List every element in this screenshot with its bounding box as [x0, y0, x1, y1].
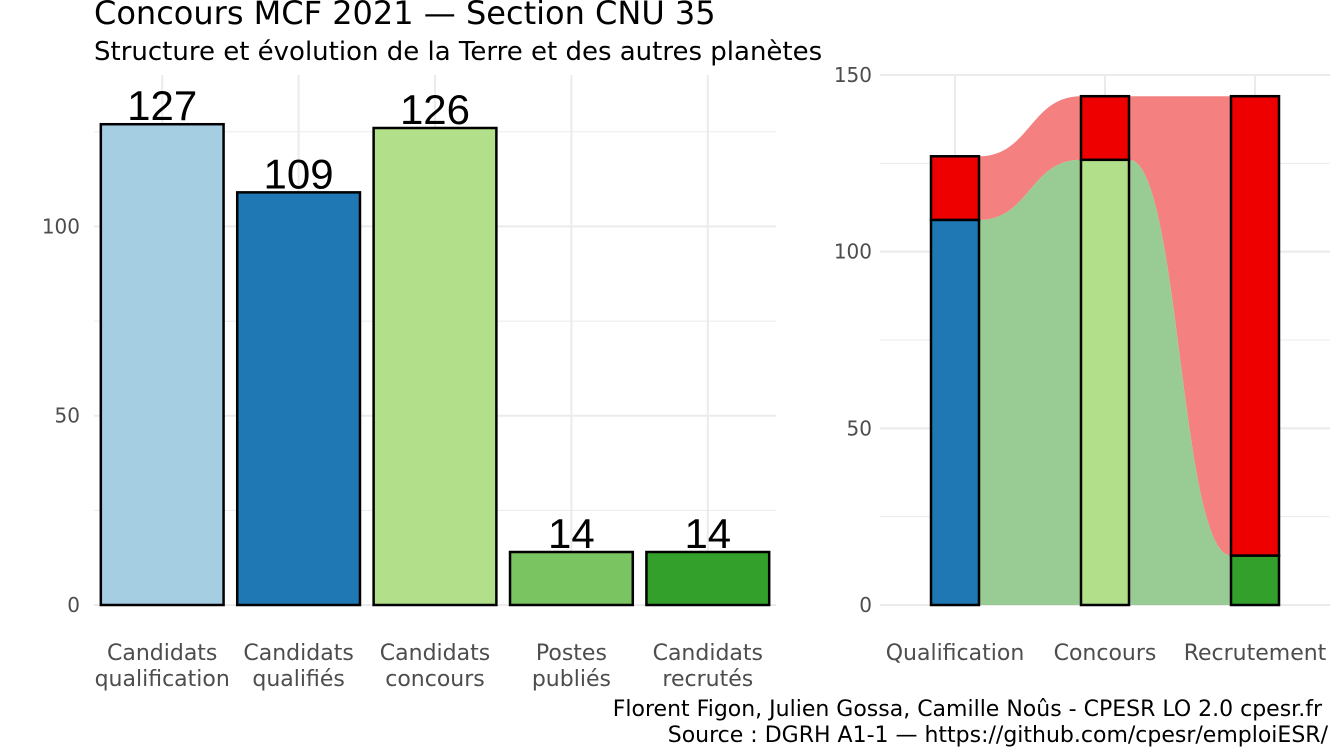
stacked-bar-lower	[1079, 158, 1131, 607]
x-tick-label: Candidats	[380, 641, 490, 666]
left-bar-chart: 050100127Candidatsqualification109Candid…	[42, 75, 776, 692]
stacked-bar-lower	[929, 218, 981, 607]
flow-band-green	[1129, 159, 1231, 606]
chart-title: Concours MCF 2021 — Section CNU 35	[94, 0, 716, 32]
bar	[235, 191, 362, 607]
x-tick-label: qualification	[95, 667, 230, 692]
stacked-bar-lower	[1229, 554, 1281, 607]
flow-band-green	[979, 159, 1081, 606]
x-tick-label: qualifiés	[252, 667, 344, 692]
bar-value-label: 109	[264, 150, 334, 197]
x-tick-label: Postes	[536, 641, 607, 666]
bar	[645, 550, 771, 607]
x-tick-label: Candidats	[107, 641, 217, 666]
y-tick-label: 0	[859, 593, 872, 617]
x-tick-label: publiés	[532, 667, 611, 692]
bar	[508, 550, 635, 607]
stacked-bar-upper	[929, 155, 981, 222]
x-tick-label: Qualification	[886, 641, 1025, 666]
y-tick-label: 100	[42, 214, 80, 238]
y-tick-label: 0	[67, 593, 80, 617]
right-flow-chart: 0 50 100 150 Qualification Concours Recrutemen…	[834, 63, 1330, 666]
bar-value-label: 126	[400, 86, 470, 133]
stacked-bar-upper	[1079, 94, 1131, 162]
flow-band-red	[1129, 96, 1231, 556]
bar-value-label: 127	[127, 82, 197, 129]
bar	[99, 122, 225, 607]
chart-subtitle: Structure et évolution de la Terre et de…	[94, 37, 822, 67]
stacked-bar-upper	[1229, 94, 1281, 557]
bar-value-label: 14	[684, 510, 731, 557]
flow-band-red	[979, 96, 1081, 220]
x-tick-label: recrutés	[662, 667, 753, 692]
x-tick-label: Recrutement	[1184, 641, 1327, 666]
x-tick-label: concours	[385, 667, 485, 692]
x-tick-label: Candidats	[653, 641, 763, 666]
bar	[372, 126, 498, 607]
y-tick-label: 50	[55, 404, 80, 428]
caption-line-2: Source : DGRH A1-1 — https://github.com/…	[668, 723, 1329, 748]
caption-line-1: Florent Figon, Julien Gossa, Camille Noû…	[613, 697, 1323, 722]
bar-value-label: 14	[548, 510, 595, 557]
y-tick-label: 100	[834, 240, 872, 264]
x-tick-label: Candidats	[243, 641, 353, 666]
x-tick-label: Concours	[1054, 641, 1157, 666]
y-tick-label: 50	[847, 416, 872, 440]
y-tick-label: 150	[834, 63, 872, 87]
